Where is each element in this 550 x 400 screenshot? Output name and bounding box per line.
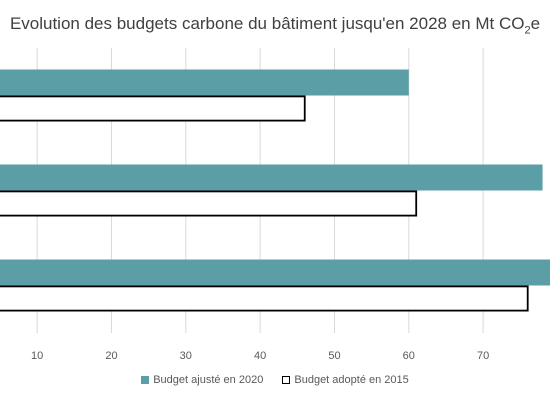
chart-title-main: Evolution des budgets carbone du bâtimen… <box>9 14 525 33</box>
chart-title: Evolution des budgets carbone du bâtimen… <box>0 14 550 36</box>
bar-ajuste-2 <box>0 164 543 191</box>
legend-swatch-adopte <box>282 376 291 384</box>
x-tick-label: 60 <box>403 350 415 362</box>
bar-ajuste-1 <box>0 69 409 96</box>
legend-item-adopte: Budget adopté en 2015 <box>282 374 409 386</box>
legend-label-adopte: Budget adopté en 2015 <box>294 374 409 386</box>
bar-adopte-1 <box>0 95 306 122</box>
legend-swatch-ajuste <box>141 376 150 384</box>
x-tick-label: 30 <box>180 350 192 362</box>
chart-title-suffix: e <box>530 14 541 33</box>
legend-item-ajuste: Budget ajusté en 2020 <box>141 374 263 386</box>
x-tick-label: 40 <box>254 350 266 362</box>
x-tick-label: 50 <box>328 350 340 362</box>
x-tick-label: 20 <box>105 350 117 362</box>
x-tick-label: 10 <box>31 350 43 362</box>
chart-title-subscript: 2 <box>524 24 531 37</box>
bar-ajuste-3 <box>0 259 550 286</box>
bar-adopte-2 <box>0 190 418 217</box>
bars <box>0 69 550 312</box>
legend: Budget ajusté en 2020 Budget adopté en 2… <box>0 374 550 387</box>
x-tick-label: 70 <box>477 350 489 362</box>
legend-label-ajuste: Budget ajusté en 2020 <box>153 374 264 386</box>
x-axis-ticks: 10 20 30 40 50 60 70 <box>31 350 489 362</box>
bar-adopte-3 <box>0 285 529 312</box>
